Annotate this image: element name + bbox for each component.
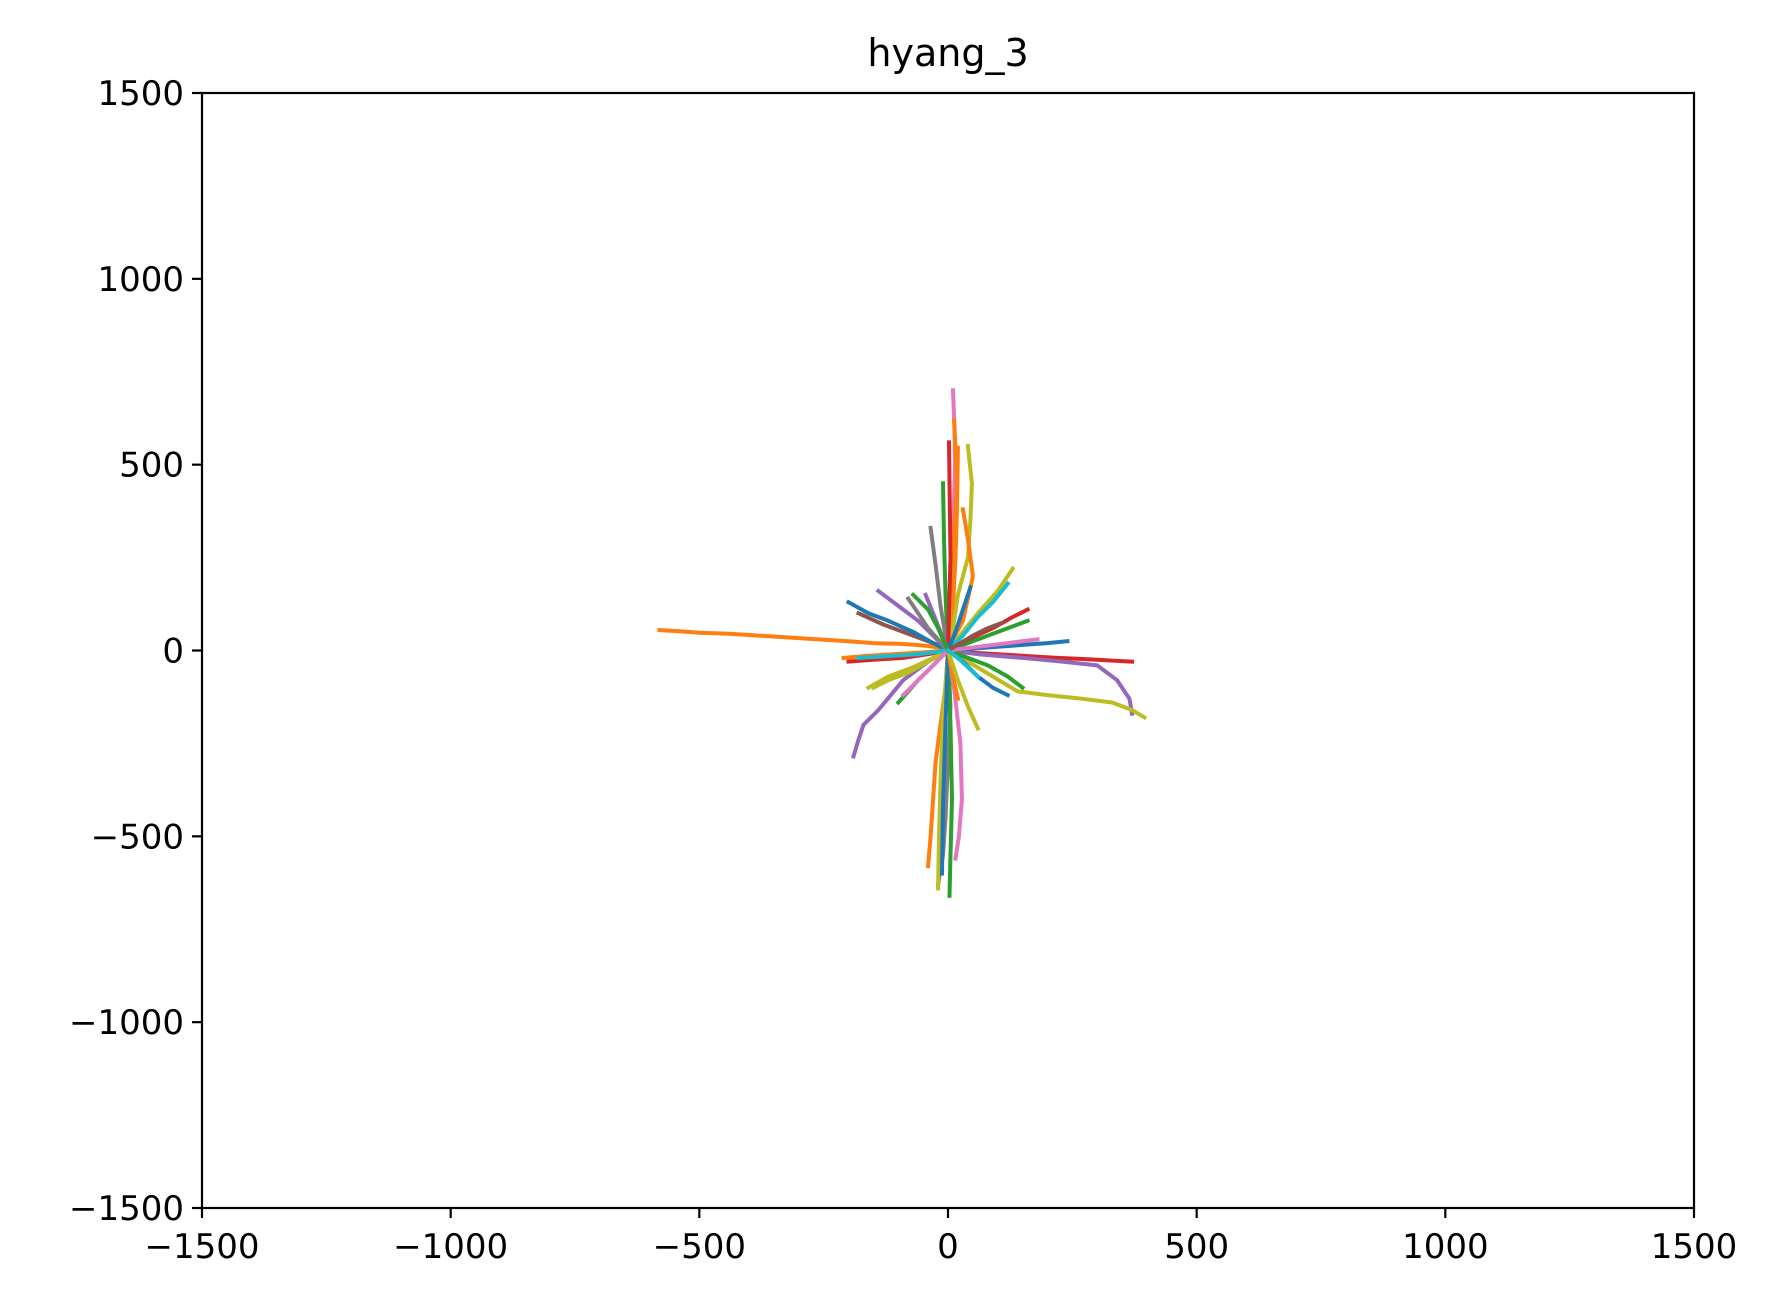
x-tick-label: 1500 — [1651, 1227, 1738, 1267]
x-tick-label: 1000 — [1402, 1227, 1489, 1267]
trajectory-line-36 — [870, 647, 951, 691]
chart-title: hyang_3 — [867, 31, 1028, 75]
trajectory-line-43 — [945, 620, 1006, 654]
trajectory-line-4 — [945, 647, 1148, 721]
trajectory-line-31 — [945, 647, 1026, 691]
x-axis-ticks: −1500 −1000 −500 0 500 1000 1500 — [144, 1208, 1737, 1267]
y-tick-label: 1000 — [97, 260, 184, 300]
x-tick-label: −1500 — [144, 1227, 259, 1267]
trajectory-line-29 — [945, 580, 1011, 654]
trajectory-line-45 — [945, 647, 981, 680]
x-tick-label: −1000 — [393, 1227, 508, 1267]
y-tick-label: 500 — [119, 446, 184, 486]
trajectory-line-34 — [945, 647, 981, 732]
x-tick-label: −500 — [653, 1227, 746, 1267]
x-tick-label: 500 — [1164, 1227, 1229, 1267]
trajectory-line-11 — [928, 525, 951, 653]
trajectory-line-9 — [945, 443, 974, 653]
x-tick-label: 0 — [937, 1227, 959, 1267]
trajectory-line-16 — [945, 648, 954, 898]
trajectory-line-41 — [856, 648, 951, 661]
trajectory-line-42 — [900, 647, 951, 698]
trajectory-line-21 — [845, 599, 951, 654]
trajectory-line-12 — [945, 440, 953, 653]
trajectory-line-1 — [657, 627, 951, 654]
trajectory-line-26 — [945, 618, 1031, 654]
trajectory-line-19 — [939, 648, 951, 876]
trajectory-line-40 — [945, 637, 1040, 653]
y-tick-label: −1000 — [69, 1003, 184, 1043]
y-axis-ticks: −1500 −1000 −500 0 500 1000 1500 — [69, 74, 202, 1229]
y-tick-label: −500 — [91, 817, 184, 857]
trajectory-line-39 — [945, 584, 973, 654]
trajectory-line-8 — [945, 445, 960, 653]
trajectory-line-38 — [905, 595, 951, 654]
y-tick-label: 0 — [162, 632, 184, 672]
y-tick-label: 1500 — [97, 74, 184, 114]
trajectory-line-3 — [945, 648, 1135, 717]
trajectory-line-44 — [910, 591, 951, 654]
plot-area-frame — [200, 91, 1696, 1210]
series-layer — [657, 388, 1148, 898]
y-tick-label: −1500 — [69, 1189, 184, 1229]
